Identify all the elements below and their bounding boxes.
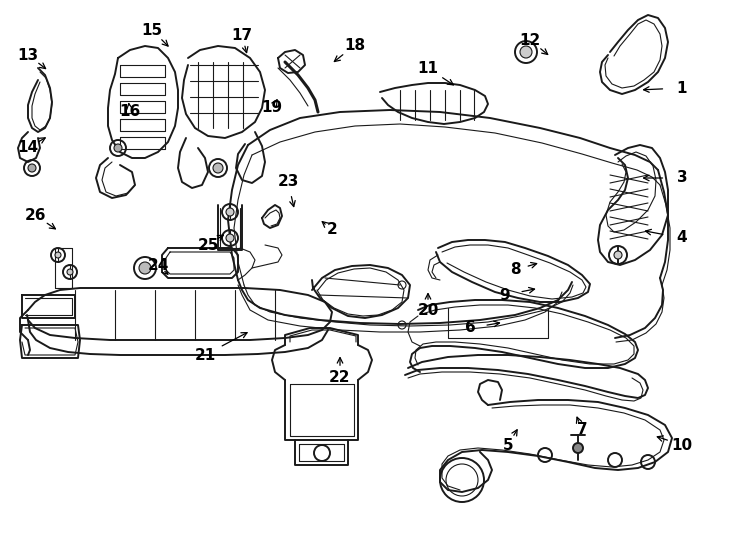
Text: 22: 22	[330, 370, 351, 386]
Text: 25: 25	[197, 238, 219, 253]
Text: 11: 11	[418, 60, 438, 76]
Text: 7: 7	[577, 422, 587, 437]
Circle shape	[55, 252, 61, 258]
Text: 6: 6	[465, 321, 476, 335]
Text: 16: 16	[120, 105, 141, 119]
Text: 2: 2	[327, 222, 338, 238]
Text: 9: 9	[500, 287, 510, 302]
Text: 8: 8	[509, 262, 520, 278]
Circle shape	[614, 251, 622, 259]
Text: 21: 21	[195, 348, 216, 362]
Circle shape	[573, 443, 583, 453]
Text: 15: 15	[142, 23, 162, 37]
Circle shape	[520, 46, 532, 58]
Text: 14: 14	[18, 140, 39, 156]
Circle shape	[213, 163, 223, 173]
Circle shape	[226, 208, 234, 216]
Circle shape	[114, 144, 122, 152]
Text: 13: 13	[18, 48, 39, 63]
Text: 5: 5	[503, 437, 513, 453]
Text: 18: 18	[344, 37, 366, 52]
Circle shape	[67, 269, 73, 275]
Text: 12: 12	[520, 32, 541, 48]
Text: 24: 24	[148, 258, 169, 273]
Text: 3: 3	[677, 171, 687, 186]
Text: 10: 10	[672, 437, 693, 453]
Text: 23: 23	[277, 174, 299, 190]
Text: 19: 19	[261, 100, 283, 116]
Circle shape	[139, 262, 151, 274]
Text: 20: 20	[418, 302, 439, 318]
Circle shape	[28, 164, 36, 172]
Text: 26: 26	[24, 207, 46, 222]
Circle shape	[226, 234, 234, 242]
Text: 17: 17	[231, 28, 252, 43]
Text: 4: 4	[677, 231, 687, 246]
Text: 1: 1	[677, 80, 687, 96]
